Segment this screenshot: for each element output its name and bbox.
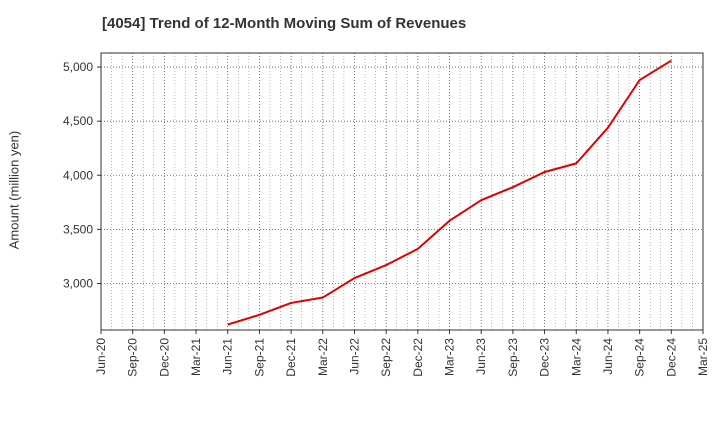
x-tick-label: Sep-21: [252, 338, 266, 377]
x-tick-label: Mar-22: [316, 338, 330, 376]
x-tick-label: Jun-22: [347, 338, 361, 375]
x-tick-label: Jun-24: [601, 338, 615, 375]
x-tick-label: Jun-21: [221, 338, 235, 375]
y-tick-label: 3,000: [63, 276, 93, 290]
y-tick-label: 3,500: [63, 222, 93, 236]
x-tick-layer: Jun-20 Sep-20 Dec-20 Mar-21 Jun-21 Sep-21 Dec-…: [94, 330, 710, 377]
x-tick-label: Mar-25: [696, 338, 710, 376]
x-tick-label: Sep-23: [506, 338, 520, 377]
chart-title: [4054] Trend of 12-Month Moving Sum of R…: [102, 15, 467, 32]
x-tick-label: Sep-20: [126, 338, 140, 377]
grid-layer: [101, 53, 703, 330]
series-layer: [227, 59, 672, 326]
x-tick-label: Dec-21: [284, 338, 298, 377]
x-tick-label: Dec-23: [538, 338, 552, 377]
x-tick-label: Mar-21: [189, 338, 203, 376]
y-tick-label: 4,500: [63, 114, 93, 128]
x-tick-label: Sep-22: [379, 338, 393, 377]
y-tick-layer: 3,000 3,500 4,000 4,500 5,000: [63, 60, 101, 290]
x-tick-label: Jun-23: [474, 338, 488, 375]
x-tick-label: Mar-23: [443, 338, 457, 376]
x-tick-label: Dec-24: [664, 338, 678, 377]
x-tick-label: Jun-20: [94, 338, 108, 375]
y-tick-label: 5,000: [63, 60, 93, 74]
x-tick-label: Mar-24: [569, 338, 583, 376]
x-tick-label: Dec-22: [411, 338, 425, 377]
x-tick-label: Sep-24: [633, 338, 647, 377]
x-tick-label: Dec-20: [157, 338, 171, 377]
y-tick-label: 4,000: [63, 168, 93, 182]
plot-frame: [100, 52, 704, 331]
